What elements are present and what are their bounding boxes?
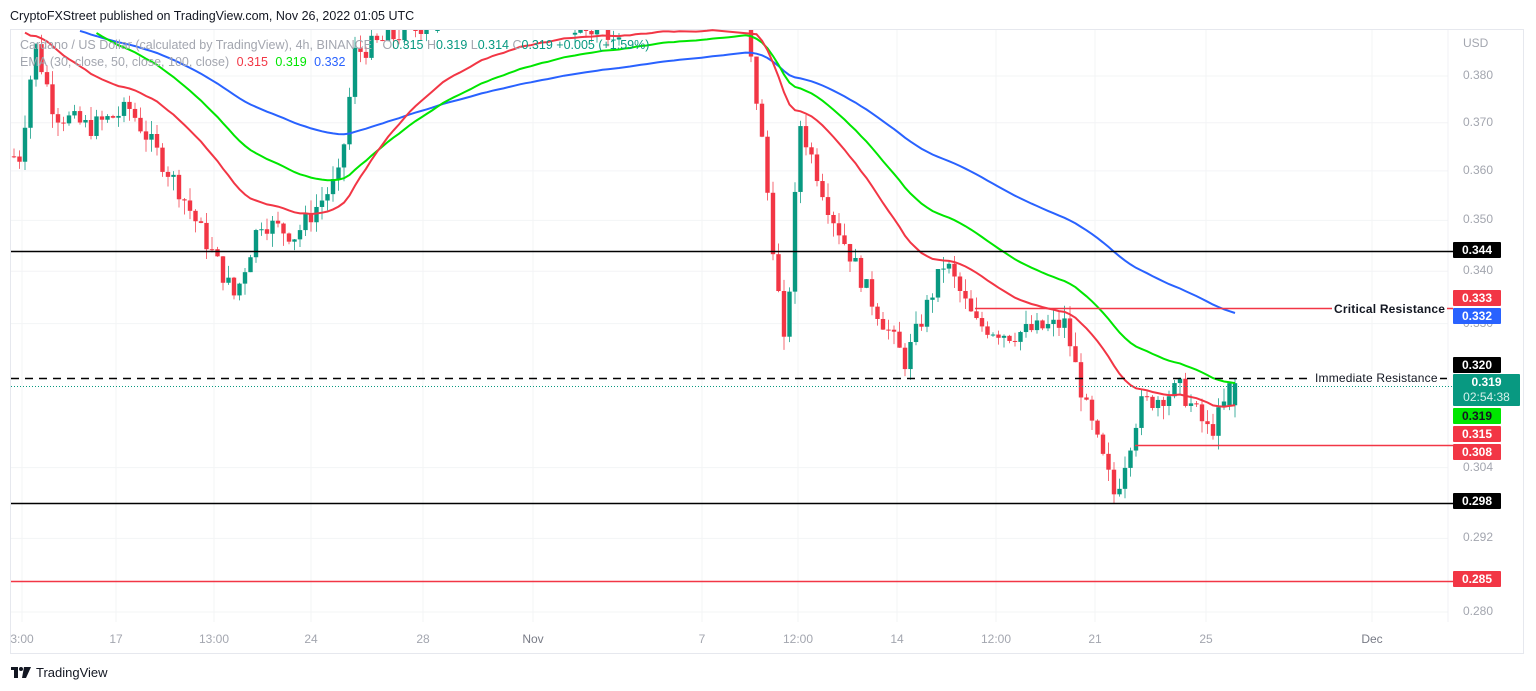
change-value: +0.005 (+1.59%) — [556, 38, 650, 52]
price-tag: 0.333 — [1453, 290, 1501, 306]
price-tick: 0.370 — [1463, 114, 1494, 129]
chart-frame — [10, 29, 1524, 654]
price-tag: 0.320 — [1453, 357, 1501, 373]
high-value: 0.319 — [435, 38, 468, 52]
time-tick: 21 — [1088, 632, 1102, 646]
price-tag: 0.308 — [1453, 444, 1501, 460]
horizontal-levels — [11, 250, 1453, 583]
price-tick: 0.304 — [1463, 459, 1494, 474]
price-tag: 0.298 — [1453, 493, 1501, 509]
current-price: 0.319 — [1471, 375, 1502, 389]
time-tick: 25 — [1199, 632, 1213, 646]
symbol-title: Cardano / US Dollar (calculated by Tradi… — [20, 38, 373, 52]
brand-name: TradingView — [36, 665, 108, 680]
ema30-value: 0.315 — [236, 55, 268, 69]
critical-resistance-label: Critical Resistance — [1332, 302, 1448, 316]
tradingview-brand[interactable]: TradingView — [11, 665, 108, 680]
time-tick: 28 — [416, 632, 430, 646]
time-tick: 12:00 — [782, 632, 814, 646]
price-tag: 0.319 — [1453, 408, 1501, 424]
grid-lines — [11, 30, 1449, 622]
price-tick: 0.350 — [1463, 212, 1494, 227]
ema-label: EMA (30, close, 50, close, 100, close) — [20, 55, 230, 69]
price-tick: 0.340 — [1463, 263, 1494, 278]
current-price-tag: 0.319 02:54:38 — [1453, 374, 1520, 406]
ema50-value: 0.319 — [275, 55, 307, 69]
time-tick: 12:00 — [980, 632, 1012, 646]
low-value: 0.314 — [477, 38, 509, 52]
time-tick: Dec — [1361, 632, 1383, 646]
time-tick: 3:00 — [10, 632, 34, 646]
publisher-line: CryptoFXStreet published on TradingView.… — [10, 9, 415, 23]
price-tick: 0.380 — [1463, 68, 1494, 82]
ema30-line — [24, 29, 1236, 408]
ohlc-values: O0.315 H0.319 L0.314 C0.319 +0.005 (+1.5… — [382, 38, 650, 52]
price-tick: 0.292 — [1463, 530, 1494, 545]
time-tick: 7 — [698, 632, 706, 646]
time-tick: 14 — [890, 632, 904, 646]
price-tick: 0.360 — [1463, 162, 1494, 177]
time-tick: 13:00 — [198, 632, 230, 646]
price-tag: 0.344 — [1453, 242, 1501, 258]
tradingview-logo-icon — [11, 667, 31, 678]
symbol-legend: Cardano / US Dollar (calculated by Tradi… — [20, 38, 649, 52]
time-tick: 17 — [109, 632, 123, 646]
close-value: 0.319 — [521, 38, 553, 52]
price-tag: 0.315 — [1453, 426, 1501, 442]
ema-legend[interactable]: EMA (30, close, 50, close, 100, close) 0… — [20, 55, 345, 69]
price-tag: 0.332 — [1453, 308, 1501, 324]
price-tick: 0.280 — [1463, 604, 1494, 618]
ema100-value: 0.332 — [314, 55, 346, 69]
ema50-line — [95, 32, 1236, 385]
ema100-line — [79, 29, 1236, 314]
time-tick: Nov — [522, 632, 544, 646]
price-axis-unit: USD — [1463, 36, 1489, 50]
price-tag: 0.285 — [1453, 571, 1501, 587]
bar-countdown: 02:54:38 — [1463, 390, 1510, 404]
time-tick: 24 — [304, 632, 318, 646]
open-value: 0.315 — [392, 38, 424, 52]
candles — [11, 30, 1238, 504]
immediate-resistance-label: Immediate Resistance — [1313, 371, 1440, 385]
